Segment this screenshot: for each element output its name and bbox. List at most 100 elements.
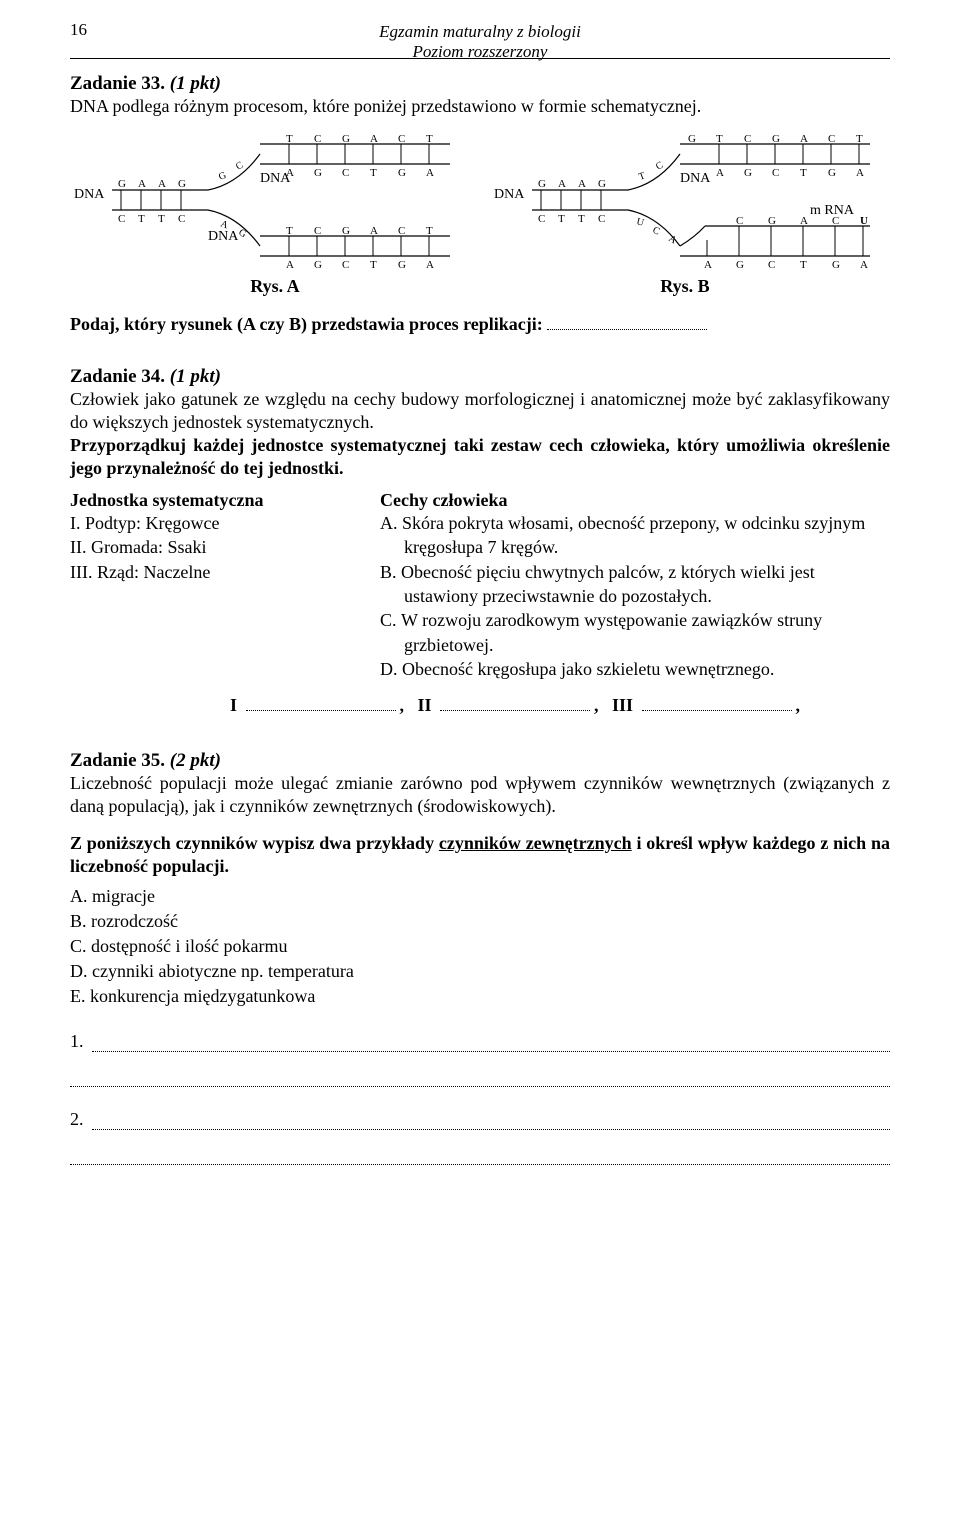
match-label-3: III bbox=[612, 695, 633, 715]
task34-right-col: Cechy człowieka A. Skóra pokryta włosami… bbox=[380, 490, 890, 681]
branch-bottom-b: C G A C U A G C T G A bbox=[704, 215, 868, 270]
svg-text:T: T bbox=[558, 213, 565, 225]
branch-top-b: G T C G A C T A G C T G A bbox=[688, 133, 864, 179]
svg-text:C: C bbox=[538, 213, 545, 225]
svg-text:G: G bbox=[538, 178, 546, 190]
task35-instruction: Z poniższych czynników wypisz dwa przykł… bbox=[70, 832, 890, 878]
svg-text:T: T bbox=[286, 225, 293, 237]
svg-text:A: A bbox=[370, 225, 378, 237]
svg-text:C: C bbox=[398, 133, 405, 145]
answer-line-2: 2. bbox=[70, 1109, 890, 1130]
task33-points: (1 pkt) bbox=[170, 73, 221, 94]
task35-options: A. migracje B. rozrodczość C. dostępność… bbox=[70, 884, 890, 1008]
svg-text:T: T bbox=[426, 133, 433, 145]
svg-text:T: T bbox=[426, 225, 433, 237]
task35-points: (2 pkt) bbox=[170, 750, 221, 771]
match-slot-3[interactable] bbox=[642, 700, 792, 711]
svg-text:C: C bbox=[736, 215, 743, 227]
svg-text:A: A bbox=[138, 178, 146, 190]
header-center: Egzamin maturalny z biologii Poziom rozs… bbox=[70, 22, 890, 61]
svg-text:T: T bbox=[286, 133, 293, 145]
svg-text:G: G bbox=[828, 167, 836, 179]
task35-title: Zadanie 35. (2 pkt) bbox=[70, 750, 890, 772]
match-label-1: I bbox=[230, 695, 237, 715]
svg-text:C: C bbox=[598, 213, 605, 225]
task33-answer-blank[interactable] bbox=[547, 319, 707, 330]
match-slot-2[interactable] bbox=[440, 700, 590, 711]
stem-bases-a: G A A G C T T C bbox=[118, 178, 186, 225]
svg-text:C: C bbox=[828, 133, 835, 145]
svg-text:G: G bbox=[398, 259, 406, 270]
task34-points: (1 pkt) bbox=[170, 366, 221, 387]
task33-title-text: Zadanie 33. bbox=[70, 73, 165, 94]
answer-blank-1a[interactable] bbox=[92, 1041, 891, 1052]
svg-text:C: C bbox=[654, 160, 666, 173]
stem-bases-b: G A A G C T T C bbox=[538, 178, 606, 225]
answer-num-2: 2. bbox=[70, 1109, 84, 1130]
svg-text:U: U bbox=[860, 215, 868, 227]
match-slot-1[interactable] bbox=[246, 700, 396, 711]
label-dna-parent-a: DNA bbox=[74, 187, 105, 202]
svg-text:T: T bbox=[800, 259, 807, 270]
svg-text:C: C bbox=[768, 259, 775, 270]
svg-text:G: G bbox=[398, 167, 406, 179]
task34-left-col: Jednostka systematyczna I. Podtyp: Kręgo… bbox=[70, 490, 348, 681]
branch-top-a: T C G A C T A G C T G A bbox=[286, 133, 434, 179]
task34-title-text: Zadanie 34. bbox=[70, 366, 165, 387]
list-item: D. Obecność kręgosłupa jako szkieletu we… bbox=[380, 657, 890, 681]
caption-row: Rys. A Rys. B bbox=[70, 276, 890, 297]
caption-a: Rys. A bbox=[250, 276, 299, 297]
answer-num-1: 1. bbox=[70, 1031, 84, 1052]
svg-text:A: A bbox=[370, 133, 378, 145]
list-item: B. rozrodczość bbox=[70, 909, 890, 934]
svg-text:T: T bbox=[716, 133, 723, 145]
svg-text:G: G bbox=[736, 259, 744, 270]
svg-text:G: G bbox=[832, 259, 840, 270]
svg-text:A: A bbox=[158, 178, 166, 190]
svg-text:G: G bbox=[768, 215, 776, 227]
task33-prompt-text: Podaj, który rysunek (A czy B) przedstaw… bbox=[70, 314, 543, 334]
svg-text:U: U bbox=[635, 216, 646, 229]
svg-text:T: T bbox=[856, 133, 863, 145]
task34-columns: Jednostka systematyczna I. Podtyp: Kręgo… bbox=[70, 490, 890, 681]
task33-prompt: Podaj, który rysunek (A czy B) przedstaw… bbox=[70, 313, 890, 336]
list-item: C. dostępność i ilość pokarmu bbox=[70, 934, 890, 959]
list-item: D. czynniki abiotyczne np. temperatura bbox=[70, 959, 890, 984]
task33-intro: DNA podlega różnym procesom, które poniż… bbox=[70, 95, 890, 118]
task34-left-header: Jednostka systematyczna bbox=[70, 490, 348, 511]
svg-text:C: C bbox=[398, 225, 405, 237]
svg-text:A: A bbox=[578, 178, 586, 190]
task34-intro: Człowiek jako gatunek ze względu na cech… bbox=[70, 388, 890, 434]
label-dna-bottom-a: DNA bbox=[208, 229, 239, 244]
svg-text:A: A bbox=[558, 178, 566, 190]
diagram-b: DNA G A A G C T T C T C U bbox=[490, 132, 882, 270]
svg-text:G: G bbox=[598, 178, 606, 190]
answer-blank-2a[interactable] bbox=[92, 1119, 891, 1130]
header-line1: Egzamin maturalny z biologii bbox=[70, 22, 890, 42]
svg-text:C: C bbox=[651, 225, 662, 238]
list-item: I. Podtyp: Kręgowce bbox=[70, 511, 348, 535]
list-item: A. Skóra pokryta włosami, obecność przep… bbox=[380, 511, 890, 560]
list-item: C. W rozwoju zarodkowym występowanie zaw… bbox=[380, 608, 890, 657]
caption-b: Rys. B bbox=[660, 276, 709, 297]
curve-letters-b: T C U C A bbox=[635, 160, 679, 247]
svg-text:C: C bbox=[178, 213, 185, 225]
label-dna-top-b: DNA bbox=[680, 171, 711, 186]
svg-text:C: C bbox=[118, 213, 125, 225]
task35-instr-lead: Z poniższych czynników wypisz dwa przykł… bbox=[70, 833, 439, 853]
svg-text:A: A bbox=[860, 259, 868, 270]
svg-text:C: C bbox=[744, 133, 751, 145]
svg-text:A: A bbox=[666, 233, 679, 247]
figure-row: DNA G A A G C T T C G bbox=[70, 132, 890, 270]
task34-left-items: I. Podtyp: Kręgowce II. Gromada: Ssaki I… bbox=[70, 511, 348, 584]
list-item: III. Rząd: Naczelne bbox=[70, 560, 348, 584]
svg-text:A: A bbox=[426, 259, 434, 270]
label-dna-parent-b: DNA bbox=[494, 187, 525, 202]
answer-blank-2b[interactable] bbox=[70, 1144, 890, 1165]
svg-text:T: T bbox=[370, 259, 377, 270]
svg-text:T: T bbox=[370, 167, 377, 179]
svg-text:A: A bbox=[800, 215, 808, 227]
svg-text:C: C bbox=[772, 167, 779, 179]
answer-blank-1b[interactable] bbox=[70, 1066, 890, 1087]
svg-text:A: A bbox=[856, 167, 864, 179]
